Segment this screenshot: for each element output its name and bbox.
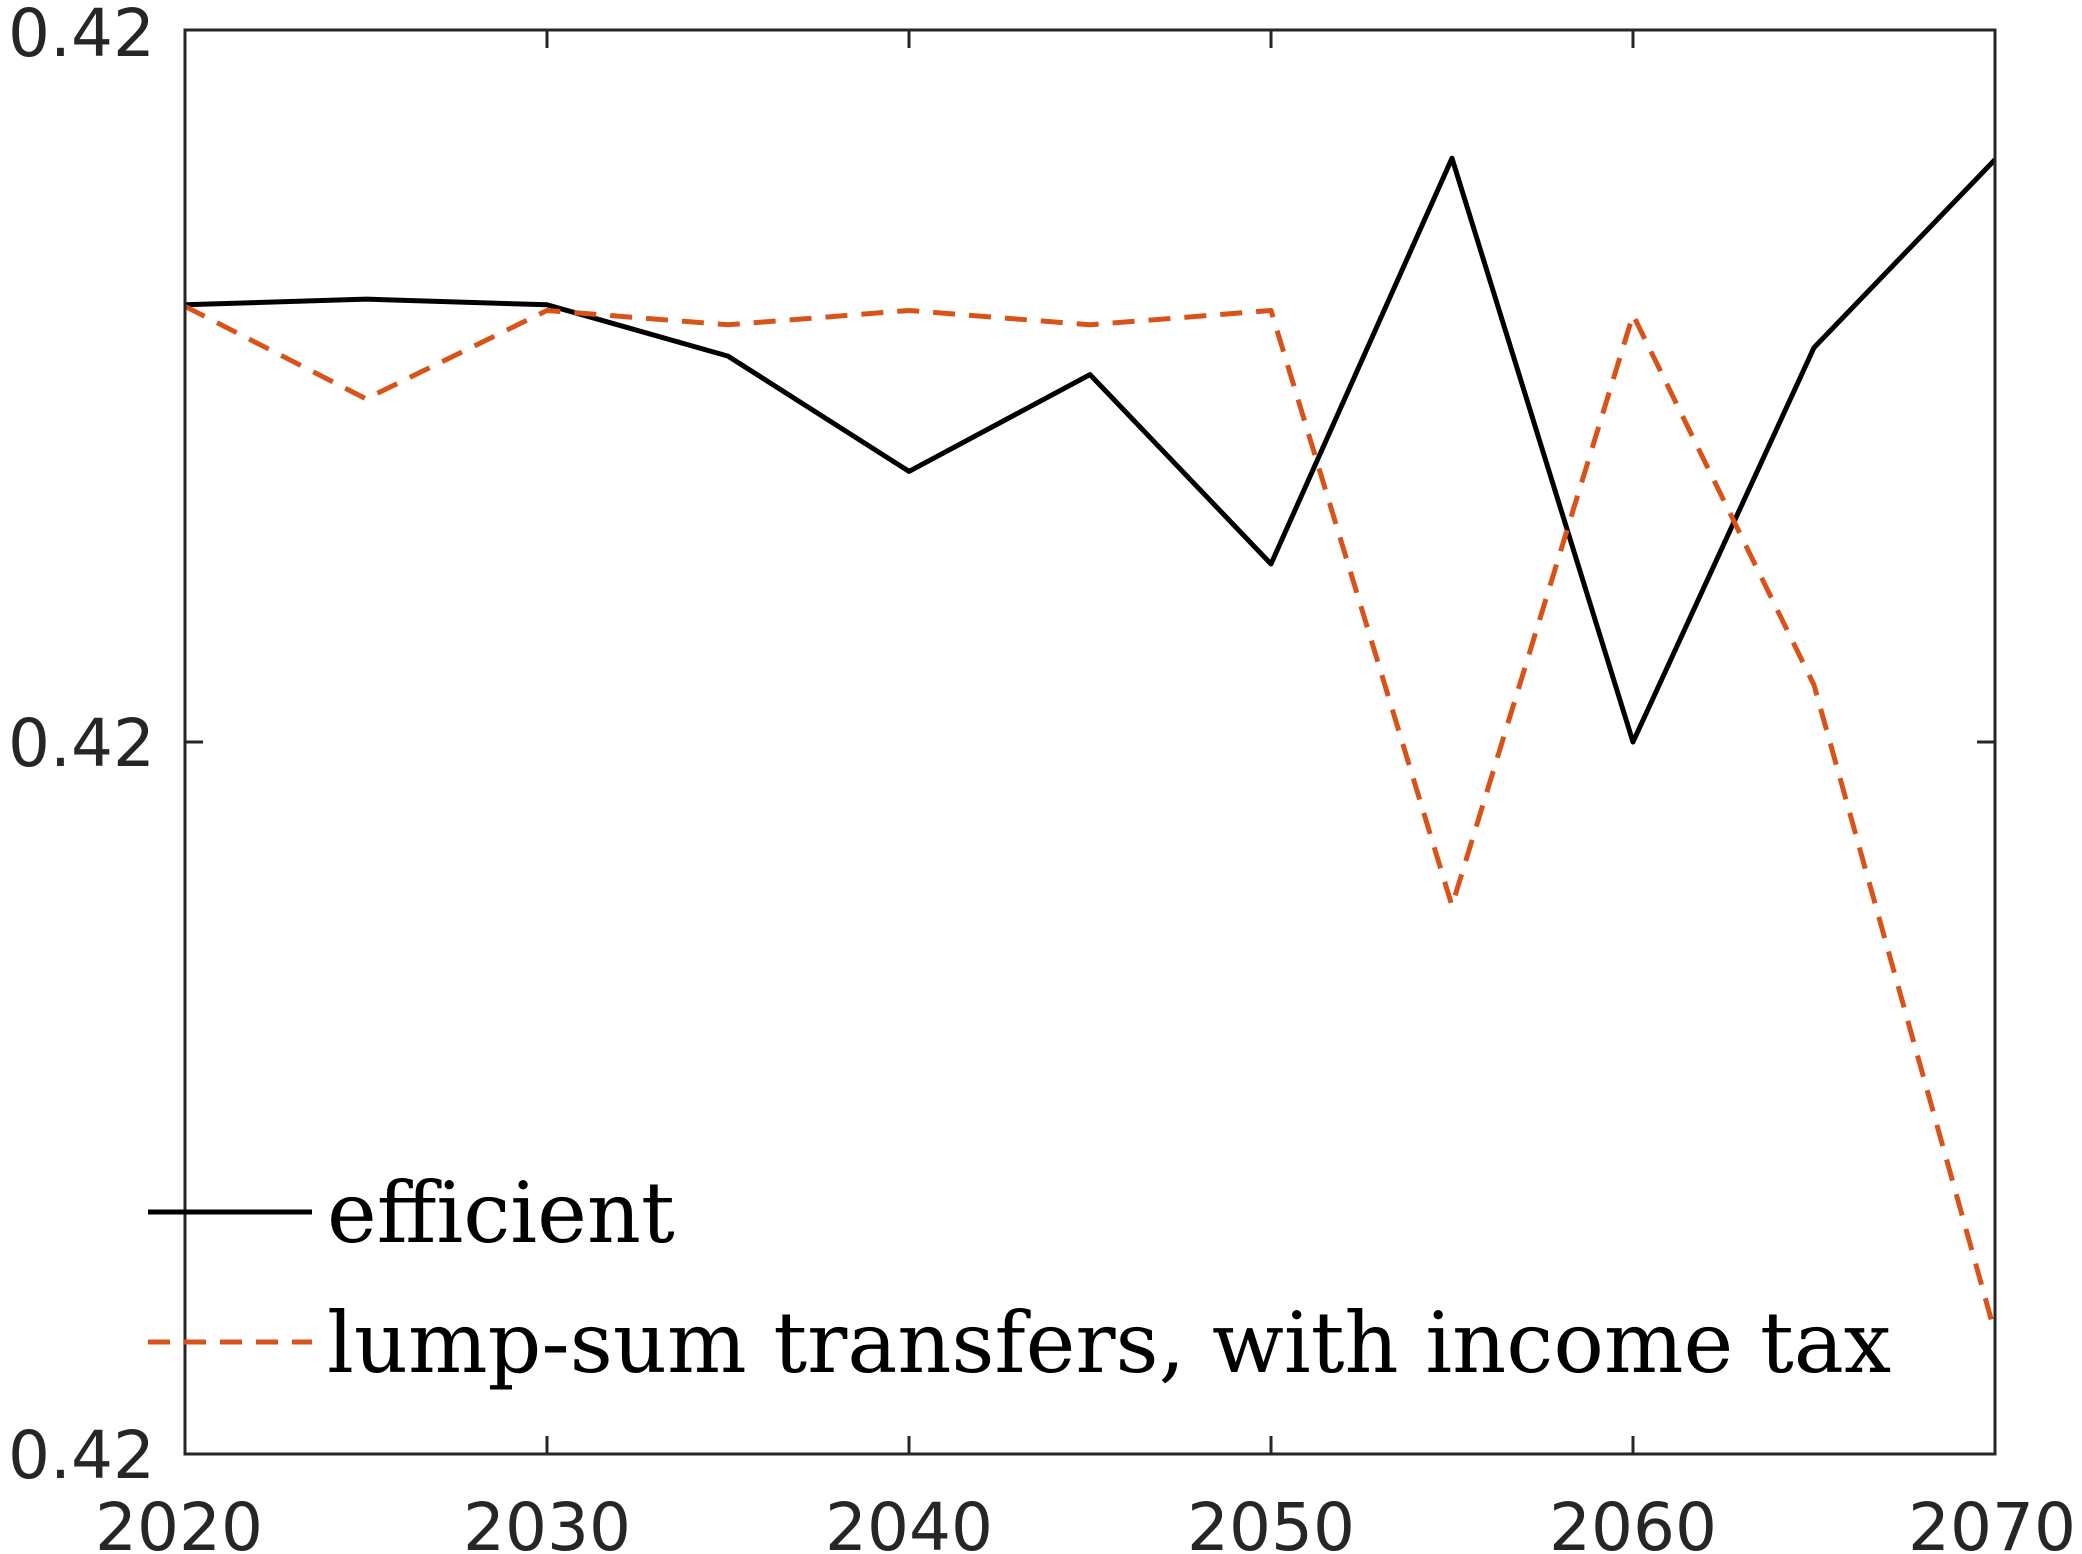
- x-tick-label: 2060: [1549, 1489, 1717, 1554]
- x-tick-label: 2040: [825, 1489, 993, 1554]
- legend: efficient lump-sum transfers, with incom…: [148, 1164, 1891, 1392]
- y-tick-label: 0.42: [8, 0, 155, 72]
- x-tick-label: 2070: [1908, 1489, 2076, 1554]
- x-tick-label: 2030: [463, 1489, 631, 1554]
- plot-area-background: [185, 30, 1995, 1454]
- legend-label-lump-sum-transfers: lump-sum transfers, with income tax: [327, 1294, 1891, 1392]
- legend-label-efficient: efficient: [327, 1164, 675, 1262]
- x-tick-label: 2020: [95, 1489, 263, 1554]
- tick-labels: 2020 2030 2040 2050 2060 2070 0.42 0.42 0.42: [8, 0, 2076, 1554]
- plot-area-frame: [183, 28, 1997, 1456]
- series-line-0: [184, 155, 1997, 745]
- x-tick-label: 2050: [1187, 1489, 1355, 1554]
- series-line-1: [183, 304, 1998, 1334]
- y-tick-label: 0.42: [8, 1417, 155, 1494]
- series-lines: [183, 155, 1998, 1334]
- y-tick-label: 0.42: [8, 705, 155, 782]
